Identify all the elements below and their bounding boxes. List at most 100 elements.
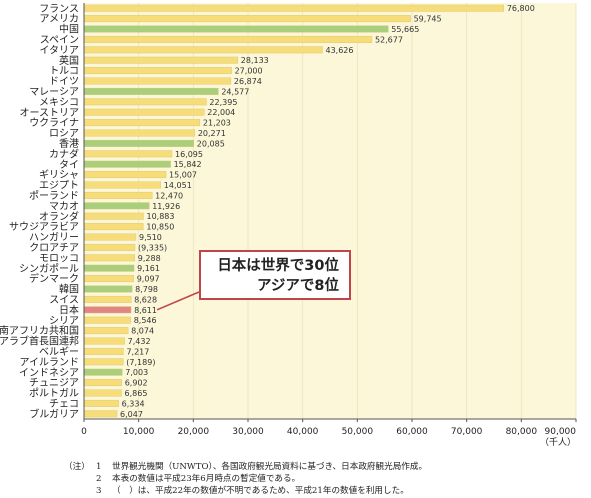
- footnote-text: （ ）は、平成22年の数値が不明であるため、平成21年の数値を利用した。: [112, 486, 409, 496]
- footnote-text: 本表の数値は平成23年6月時点の暫定値である。: [112, 474, 301, 484]
- x-tick-label: 40,000: [287, 427, 319, 437]
- value-label: 9,288: [138, 254, 161, 263]
- category-label: ウクライナ: [29, 117, 79, 129]
- callout-line-world: 日本は世界で30位: [217, 258, 339, 274]
- value-label: 22,004: [207, 108, 235, 117]
- x-tick-label: 90,000: [545, 427, 577, 437]
- value-label: 7,003: [125, 368, 148, 377]
- category-label: トルコ: [49, 66, 79, 77]
- bar-chart: フランス 76,800 アメリカ 59,745 中国 55,665 スペイン 52,677 イタ…: [0, 3, 577, 448]
- x-tick-label: 60,000: [396, 427, 428, 437]
- bar: [83, 108, 205, 116]
- value-label: 9,097: [137, 275, 160, 284]
- value-label: 26,874: [234, 77, 262, 86]
- footnote-text: 世界観光機関（UNWTO）、各国政府観光局資料に基づき、日本政府観光局作成。: [112, 462, 428, 472]
- category-label: オーストリア: [20, 107, 80, 119]
- bar: [83, 87, 219, 95]
- bar: [83, 306, 132, 314]
- category-label: シンガポール: [19, 263, 79, 275]
- bar: [83, 254, 135, 262]
- bar: [83, 358, 124, 366]
- category-label: オランダ: [39, 210, 79, 223]
- value-label: 15,007: [169, 171, 197, 180]
- bar: [83, 275, 134, 283]
- bar: [83, 389, 122, 397]
- category-label: フランス: [39, 3, 79, 15]
- category-label: マレーシア: [29, 87, 79, 98]
- category-label: ベルギー: [39, 346, 79, 358]
- value-label: 8,628: [134, 295, 157, 304]
- bar: [83, 139, 194, 147]
- value-label: 7,217: [126, 347, 149, 356]
- category-label: 南アフリカ共和国: [0, 324, 79, 337]
- bar: [83, 399, 119, 407]
- value-label: 8,546: [134, 316, 157, 325]
- bar: [83, 181, 162, 189]
- value-label: 10,850: [146, 223, 174, 232]
- category-label: チュニジア: [29, 377, 79, 389]
- bar: [83, 233, 137, 241]
- category-label: ポーランド: [29, 190, 79, 202]
- plot-area: [84, 3, 576, 419]
- value-label: 16,095: [175, 150, 203, 159]
- bar: [83, 285, 133, 293]
- category-label: カナダ: [49, 147, 79, 160]
- value-label: 14,051: [164, 181, 192, 190]
- footnote-number: 2: [96, 474, 102, 484]
- bar: [83, 212, 144, 220]
- value-label: 7,432: [128, 337, 151, 346]
- value-label: 59,745: [414, 15, 442, 24]
- category-label: 中国: [59, 23, 79, 36]
- footnote-2: 2 本表の数値は平成23年6月時点の暫定値である。: [64, 473, 584, 485]
- bar: [83, 191, 153, 199]
- value-label: 8,074: [131, 327, 154, 336]
- bar: [83, 160, 171, 168]
- category-label: ポルトガル: [29, 388, 79, 400]
- category-label: 香港: [59, 138, 79, 150]
- footnote-number: 1: [96, 462, 102, 472]
- category-label: ドイツ: [49, 77, 79, 88]
- value-label: 22,395: [209, 98, 237, 107]
- category-label: マカオ: [49, 200, 79, 212]
- bar: [83, 316, 131, 324]
- x-tick-label: 0: [81, 427, 87, 437]
- bar: [83, 223, 144, 231]
- x-tick-label: 20,000: [178, 427, 210, 437]
- value-label: 76,800: [507, 4, 535, 13]
- value-label: 52,677: [375, 35, 403, 44]
- bar: [83, 119, 201, 127]
- callout-pointer: [156, 291, 200, 311]
- category-label: ブルガリア: [29, 407, 79, 420]
- bar: [83, 98, 207, 106]
- category-label: アイルランド: [20, 356, 80, 368]
- category-label: モロッコ: [39, 253, 79, 264]
- bar: [83, 410, 118, 418]
- category-label: ロシア: [49, 129, 79, 140]
- footnote-3: 3 （ ）は、平成22年の数値が不明であるため、平成21年の数値を利用した。: [64, 485, 584, 497]
- bar: [83, 202, 150, 210]
- value-label: 6,865: [125, 389, 148, 398]
- value-label: (9,335): [138, 243, 167, 252]
- value-label: 43,626: [325, 46, 353, 55]
- value-label: 9,161: [137, 264, 160, 273]
- bar: [83, 171, 167, 179]
- bar: [83, 379, 122, 387]
- value-label: 8,798: [135, 285, 158, 294]
- value-label: 27,000: [235, 67, 263, 76]
- category-label: エジプト: [39, 180, 79, 192]
- category-label: デンマーク: [29, 272, 79, 285]
- category-label: チェコ: [49, 398, 79, 410]
- value-label: 20,271: [198, 129, 226, 138]
- value-label: 8,611: [134, 306, 157, 315]
- callout-line-asia: アジアで8位: [256, 278, 339, 294]
- bar: [83, 243, 136, 251]
- bar: [83, 129, 196, 137]
- value-label: 6,334: [122, 399, 145, 408]
- japan-rank-callout: 日本は世界で30位 アジアで8位: [199, 250, 351, 300]
- category-label: 英国: [59, 54, 79, 67]
- bar: [83, 67, 232, 75]
- x-tick-label: 50,000: [342, 427, 374, 437]
- category-label: スペイン: [40, 35, 79, 46]
- bar: [83, 368, 123, 376]
- category-label: 韓国: [59, 284, 79, 296]
